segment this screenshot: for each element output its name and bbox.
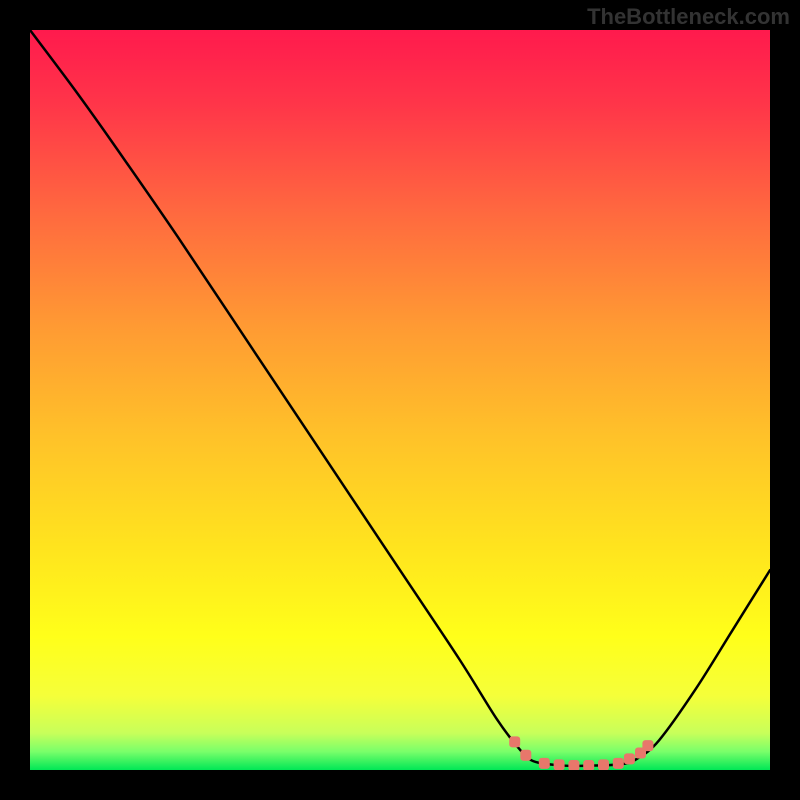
chart-marker: [642, 740, 653, 751]
chart-marker: [583, 760, 594, 770]
chart-marker: [568, 760, 579, 770]
chart-curve: [30, 30, 770, 766]
chart-curve-layer: [30, 30, 770, 770]
chart-marker: [554, 759, 565, 770]
chart-plot-area: [30, 30, 770, 770]
chart-marker: [509, 736, 520, 747]
chart-marker: [598, 759, 609, 770]
chart-marker: [613, 758, 624, 769]
chart-marker: [624, 753, 635, 764]
watermark-text: TheBottleneck.com: [587, 4, 790, 30]
chart-marker: [539, 758, 550, 769]
chart-marker: [520, 750, 531, 761]
